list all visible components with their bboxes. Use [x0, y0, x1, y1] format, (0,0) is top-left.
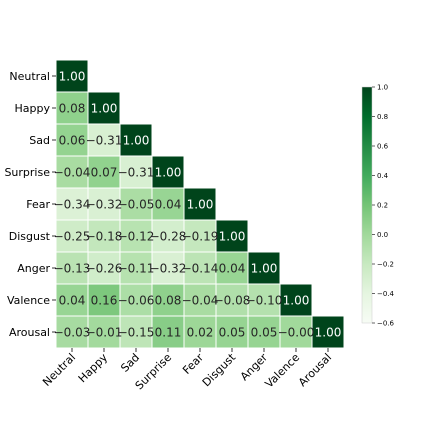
- colorbar-tick-label: 1.0: [377, 84, 388, 92]
- cell-value-label: −0.04: [54, 166, 91, 180]
- cell-value-label: 1.00: [155, 166, 182, 180]
- y-tick-label: Anger: [17, 262, 50, 275]
- cell-value-label: −0.26: [86, 262, 123, 276]
- colorbar-tick-label: 0.6: [377, 143, 389, 151]
- heatmap-cell: [279, 283, 313, 317]
- cell-value-label: −0.32: [150, 262, 187, 276]
- heatmap-cell: [55, 283, 89, 317]
- heatmap-cell: [55, 251, 89, 285]
- heatmap-cell: [119, 123, 153, 157]
- colorbar-tick-label: 0.0: [377, 231, 388, 239]
- cell-value-label: −0.05: [118, 198, 155, 212]
- cell-value-label: −0.18: [86, 230, 123, 244]
- heatmap-cell: [151, 219, 185, 253]
- cell-value-label: −0.13: [54, 262, 91, 276]
- x-tick-label: Happy: [76, 351, 111, 386]
- cell-value-label: −0.31: [86, 134, 123, 148]
- cell-value-label: −0.19: [182, 230, 219, 244]
- cell-value-label: 0.11: [155, 326, 182, 340]
- cell-value-label: 1.00: [283, 294, 310, 308]
- cell-value-label: 1.00: [251, 262, 278, 276]
- y-tick-label: Fear: [26, 198, 50, 211]
- colorbar-tick-label: 0.8: [377, 113, 388, 121]
- heatmap-cell: [311, 315, 345, 349]
- cell-value-label: −0.31: [118, 166, 155, 180]
- cell-value-label: −0.11: [118, 262, 155, 276]
- cell-value-label: −0.25: [54, 230, 91, 244]
- cell-value-label: 0.04: [219, 262, 246, 276]
- cell-value-label: −0.34: [54, 198, 91, 212]
- cell-value-label: −0.32: [86, 198, 123, 212]
- y-tick-label: Happy: [15, 102, 51, 115]
- cell-value-label: 0.05: [251, 326, 278, 340]
- cell-value-label: 0.07: [91, 166, 118, 180]
- cell-value-label: 1.00: [187, 198, 214, 212]
- x-tick-label: Valence: [263, 351, 303, 391]
- x-tick-label: Disgust: [200, 350, 239, 389]
- cell-value-label: −0.06: [118, 294, 155, 308]
- cell-value-label: −0.03: [54, 326, 91, 340]
- heatmap-cell: [55, 315, 89, 349]
- cell-value-label: 1.00: [59, 70, 86, 84]
- x-tick-label: Neutral: [40, 351, 78, 389]
- cell-value-label: −0.15: [118, 326, 155, 340]
- heatmap-cell-labels: 1.000.08 1.000.06 −0.31 1.00−0.04 0.07 −0.31 1…: [54, 70, 342, 340]
- cell-value-label: −0.28: [150, 230, 187, 244]
- colorbar-gradient: [361, 86, 373, 324]
- y-tick-label: Valence: [7, 294, 50, 307]
- cell-value-label: 0.02: [187, 326, 214, 340]
- heatmap-cell: [55, 91, 89, 125]
- colorbar: 1.0 0.8 0.6 0.4 0.2 0.0 −0.2 −0.4 −0.6: [361, 84, 395, 328]
- cell-value-label: 0.08: [155, 294, 182, 308]
- cell-value-label: −0.08: [214, 294, 251, 308]
- cell-value-label: 0.04: [155, 198, 182, 212]
- cell-value-label: 1.00: [91, 102, 118, 116]
- heatmap-cells: [55, 59, 345, 349]
- colorbar-tick-label: 0.2: [377, 202, 388, 210]
- cell-value-label: 0.16: [91, 294, 118, 308]
- heatmap-cell: [87, 155, 121, 189]
- heatmap-cell: [87, 219, 121, 253]
- cell-value-label: −0.04: [182, 294, 219, 308]
- cell-value-label: 0.04: [59, 294, 86, 308]
- heatmap-cell: [215, 315, 249, 349]
- heatmap-cell: [87, 251, 121, 285]
- y-tick-label: Neutral: [9, 70, 50, 83]
- cell-value-label: 1.00: [315, 326, 342, 340]
- cell-value-label: 1.00: [219, 230, 246, 244]
- heatmap-cell: [183, 219, 217, 253]
- y-tick-label: Sad: [29, 134, 50, 147]
- colorbar-tick-label: −0.6: [377, 320, 395, 328]
- heatmap-cell: [215, 219, 249, 253]
- heatmap-cell: [151, 155, 185, 189]
- y-tick-label: Disgust: [9, 230, 51, 243]
- colorbar-tick-label: 0.4: [377, 172, 389, 180]
- cell-value-label: 0.05: [219, 326, 246, 340]
- x-tick-label: Arousal: [296, 351, 334, 389]
- y-axis: Neutral Happy Sad Surprise Fear Disgust Anger V…: [4, 70, 56, 339]
- heatmap-cell: [119, 283, 153, 317]
- cell-value-label: 1.00: [123, 134, 150, 148]
- cell-value-label: 0.08: [59, 102, 86, 116]
- colorbar-tick-label: −0.2: [377, 261, 394, 269]
- cell-value-label: −0.14: [182, 262, 219, 276]
- colorbar-tick-label: −0.4: [377, 290, 395, 298]
- cell-value-label: 0.06: [59, 134, 86, 148]
- cell-value-label: −0.10: [246, 294, 283, 308]
- x-tick-label: Sad: [118, 351, 142, 375]
- heatmap-cell: [87, 187, 121, 221]
- cell-value-label: −0.12: [118, 230, 155, 244]
- cell-value-label: −0.00: [278, 326, 315, 340]
- heatmap-cell: [215, 251, 249, 285]
- heatmap-cell: [151, 187, 185, 221]
- x-tick-label: Fear: [180, 351, 206, 377]
- y-tick-label: Arousal: [9, 326, 50, 339]
- cell-value-label: −0.01: [86, 326, 123, 340]
- y-tick-label: Surprise: [4, 166, 50, 179]
